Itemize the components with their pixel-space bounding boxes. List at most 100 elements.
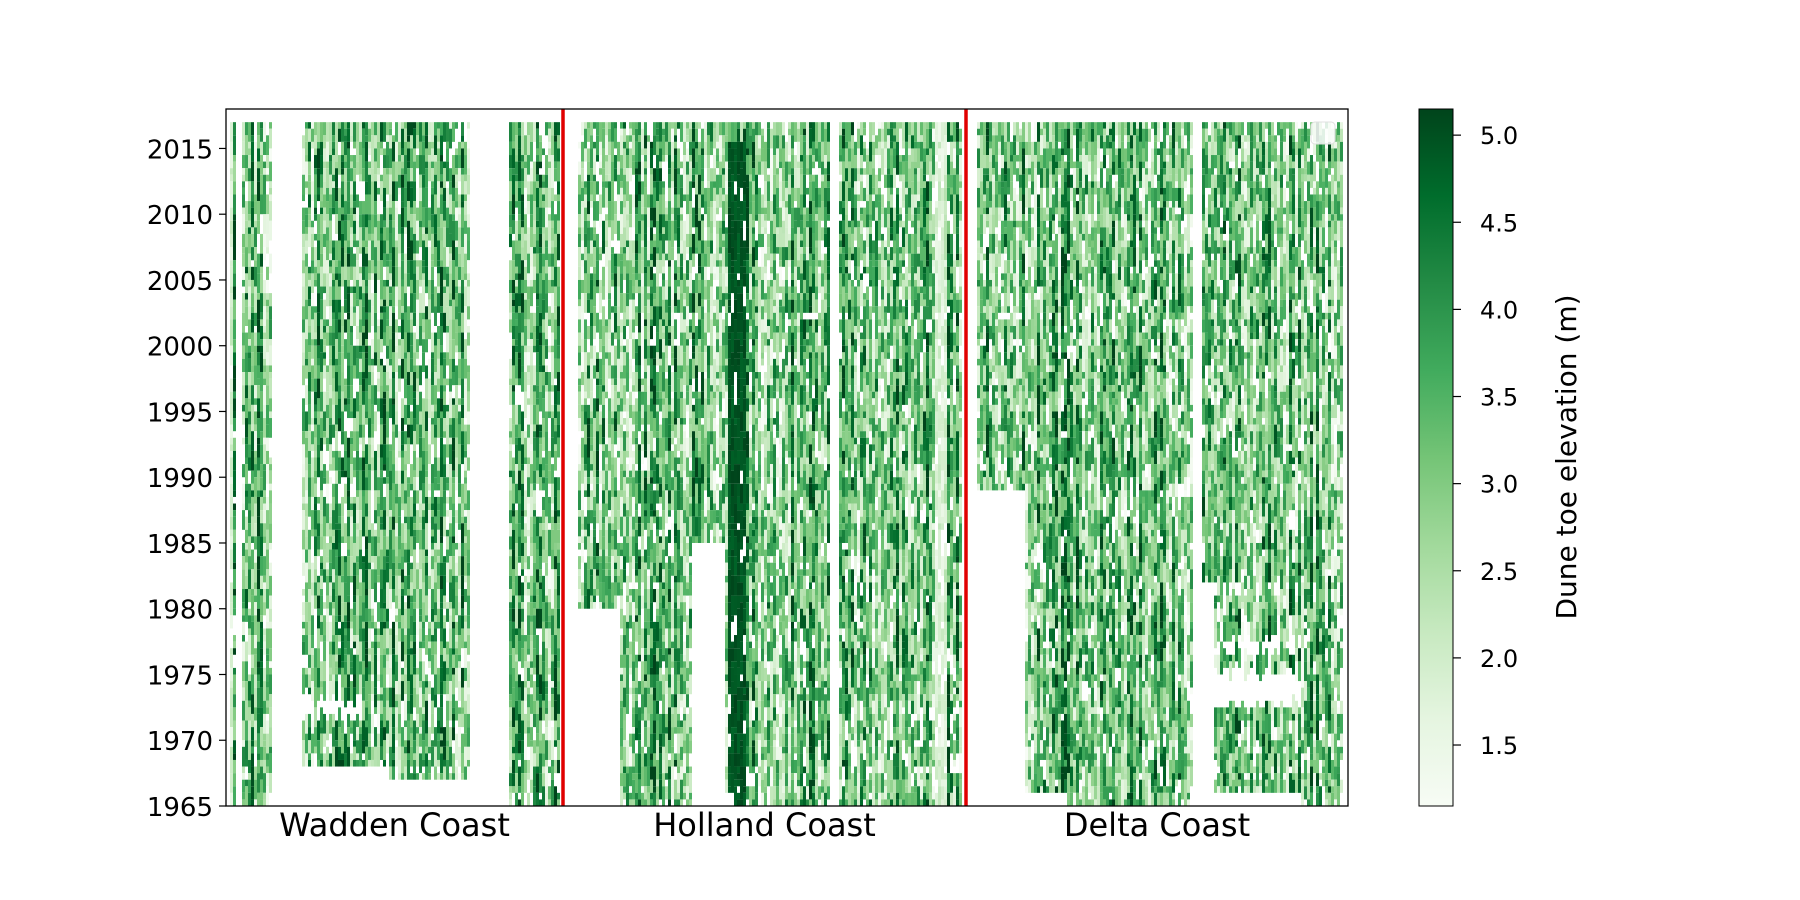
heatmap-cell: [539, 569, 542, 576]
heatmap-cell: [404, 312, 407, 333]
heatmap-cell: [554, 569, 557, 590]
heatmap-cell: [455, 319, 458, 333]
heatmap-cell: [608, 174, 611, 182]
heatmap-cell: [269, 418, 272, 438]
heatmap-cell: [629, 457, 632, 471]
heatmap-cell: [329, 444, 332, 465]
heatmap-cell: [542, 201, 545, 208]
heatmap-cell: [266, 661, 269, 675]
heatmap-cell: [611, 477, 614, 497]
heatmap-cell: [650, 260, 653, 267]
heatmap-cell: [263, 628, 266, 636]
heatmap-cell: [554, 556, 557, 570]
heatmap-cell: [521, 122, 524, 136]
heatmap-cell: [251, 201, 254, 208]
heatmap-cell: [326, 523, 329, 537]
heatmap-cell: [509, 549, 512, 557]
heatmap-cell: [632, 700, 635, 708]
heatmap-cell: [353, 194, 356, 202]
heatmap-cell: [311, 595, 314, 609]
heatmap-cell: [233, 648, 236, 655]
heatmap-cell: [584, 207, 587, 221]
heatmap-cell: [545, 674, 548, 682]
heatmap-cell: [557, 122, 560, 136]
heatmap-cell: [446, 667, 449, 675]
heatmap-cell: [584, 372, 587, 392]
heatmap-cell: [518, 424, 521, 438]
heatmap-cell: [401, 450, 404, 458]
heatmap-cell: [521, 247, 524, 261]
heatmap-cell: [446, 641, 449, 655]
heatmap-cell: [644, 174, 647, 188]
heatmap-cell: [356, 727, 359, 734]
heatmap-cell: [629, 687, 632, 695]
heatmap-cell: [626, 418, 629, 432]
heatmap-cell: [638, 220, 641, 234]
heatmap-cell: [401, 339, 404, 359]
heatmap-cell: [554, 450, 557, 471]
heatmap-cell: [305, 365, 308, 379]
heatmap-cell: [581, 161, 584, 169]
heatmap-cell: [629, 562, 632, 583]
heatmap-cell: [605, 187, 608, 208]
heatmap-cell: [362, 378, 365, 392]
heatmap-cell: [512, 306, 515, 313]
heatmap-cell: [590, 575, 593, 596]
heatmap-cell: [536, 385, 539, 399]
heatmap-cell: [320, 339, 323, 353]
heatmap-cell: [248, 707, 251, 721]
heatmap-cell: [389, 168, 392, 175]
heatmap-cell: [332, 332, 335, 346]
heatmap-cell: [248, 214, 251, 221]
heatmap-cell: [398, 431, 401, 451]
heatmap-cell: [608, 201, 611, 221]
heatmap-cell: [452, 667, 455, 675]
heatmap-cell: [416, 727, 419, 734]
heatmap-cell: [380, 141, 383, 149]
heatmap-cell: [587, 174, 590, 182]
heatmap-cell: [449, 319, 452, 340]
heatmap-cell: [428, 608, 431, 622]
heatmap-cell: [608, 247, 611, 261]
heatmap-cell: [458, 667, 461, 682]
heatmap-cell: [380, 418, 383, 425]
heatmap-cell: [581, 168, 584, 182]
heatmap-cell: [455, 621, 458, 636]
heatmap-cell: [362, 227, 365, 241]
heatmap-cell: [545, 339, 548, 346]
heatmap-cell: [464, 253, 467, 274]
heatmap-cell: [512, 385, 515, 392]
heatmap-cell: [374, 312, 377, 333]
heatmap-cell: [323, 365, 326, 379]
heatmap-cell: [539, 332, 542, 346]
heatmap-cell: [614, 457, 617, 478]
heatmap-cell: [413, 536, 416, 550]
heatmap-cell: [452, 753, 455, 774]
heatmap-cell: [527, 661, 530, 668]
heatmap-cell: [584, 562, 587, 583]
heatmap-cell: [464, 621, 467, 642]
heatmap-cell: [338, 556, 341, 576]
heatmap-cell: [365, 667, 368, 682]
heatmap-cell: [623, 352, 626, 366]
heatmap-cell: [632, 450, 635, 458]
heatmap-cell: [515, 700, 518, 721]
heatmap-cell: [527, 299, 530, 320]
heatmap-cell: [656, 589, 659, 609]
heatmap-cell: [536, 155, 539, 162]
heatmap-cell: [251, 536, 254, 543]
heatmap-cell: [263, 194, 266, 215]
heatmap-cell: [257, 220, 260, 234]
heatmap-cell: [635, 608, 638, 616]
heatmap-cell: [263, 233, 266, 248]
heatmap-cell: [320, 155, 323, 175]
heatmap-cell: [341, 247, 344, 267]
heatmap-cell: [617, 339, 620, 359]
heatmap-cell: [602, 569, 605, 583]
heatmap-cell: [596, 352, 599, 359]
heatmap-cell: [377, 477, 380, 491]
heatmap-cell: [242, 746, 245, 767]
heatmap-cell: [419, 641, 422, 649]
heatmap-cell: [599, 444, 602, 451]
heatmap-cell: [332, 674, 335, 695]
